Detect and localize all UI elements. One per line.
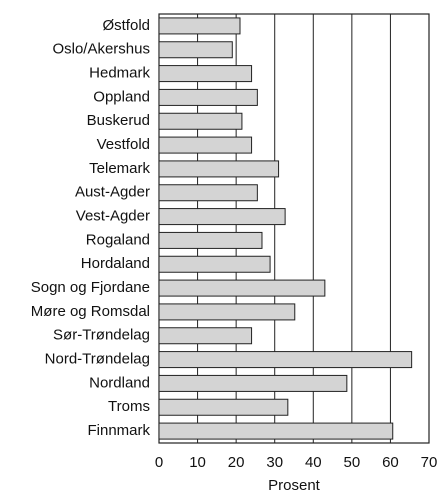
bar xyxy=(158,303,296,321)
bar xyxy=(158,327,253,345)
y-tick-label: Vestfold xyxy=(97,136,150,153)
y-tick-label: Sør-Trøndelag xyxy=(53,327,150,344)
y-tick-label: Aust-Agder xyxy=(75,184,150,201)
bar xyxy=(158,374,348,392)
bar xyxy=(158,351,413,369)
y-tick-label: Troms xyxy=(108,398,150,415)
bar xyxy=(158,422,394,440)
bar xyxy=(158,17,241,35)
y-tick-label: Rogaland xyxy=(86,231,150,248)
bar xyxy=(158,65,253,83)
y-tick-label: Hordaland xyxy=(81,255,150,272)
y-tick-label: Nordland xyxy=(89,374,150,391)
y-tick-label: Vest-Agder xyxy=(76,208,150,225)
bar xyxy=(158,160,280,178)
y-tick-label: Hedmark xyxy=(89,65,150,82)
y-tick-label: Sogn og Fjordane xyxy=(31,279,150,296)
x-tick-label: 70 xyxy=(421,454,438,471)
x-tick-label: 10 xyxy=(189,454,206,471)
y-tick-label: Telemark xyxy=(89,160,150,177)
x-tick-label: 60 xyxy=(382,454,399,471)
y-tick-label: Møre og Romsdal xyxy=(31,303,150,320)
x-tick-label: 0 xyxy=(155,454,163,471)
y-tick-label: Østfold xyxy=(102,17,150,34)
bar xyxy=(158,231,263,249)
x-tick-label: 30 xyxy=(266,454,283,471)
y-tick-label: Oppland xyxy=(93,88,150,105)
x-tick-label: 50 xyxy=(344,454,361,471)
y-tick-label: Buskerud xyxy=(87,112,150,129)
bar xyxy=(158,398,289,416)
bar xyxy=(158,88,258,106)
bar xyxy=(158,41,233,59)
bar xyxy=(158,184,258,202)
x-axis-label: Prosent xyxy=(268,477,321,494)
x-tick-label: 40 xyxy=(305,454,322,471)
y-tick-label: Finnmark xyxy=(87,422,150,439)
bar xyxy=(158,255,271,273)
y-tick-label: Nord-Trøndelag xyxy=(45,351,150,368)
bar xyxy=(158,208,286,226)
bar xyxy=(158,136,253,154)
y-tick-label: Oslo/Akershus xyxy=(52,41,150,58)
bar xyxy=(158,112,243,130)
x-tick-label: 20 xyxy=(228,454,245,471)
bar xyxy=(158,279,326,297)
